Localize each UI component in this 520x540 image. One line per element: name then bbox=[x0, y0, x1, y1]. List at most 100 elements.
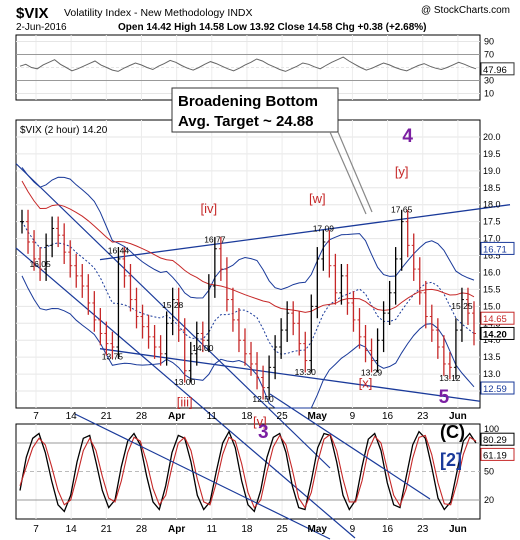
price-annotation: 12.50 bbox=[252, 394, 274, 404]
x-axis-label-upper: 18 bbox=[241, 411, 253, 422]
x-axis-label-upper: 14 bbox=[66, 411, 78, 422]
x-axis-label-lower: 14 bbox=[66, 524, 78, 535]
wave-label: 5 bbox=[439, 387, 450, 408]
x-axis-label-lower: Jun bbox=[449, 524, 467, 535]
price-tick-label: 16.0 bbox=[483, 267, 501, 277]
stoch-last-badge bbox=[480, 447, 515, 461]
x-axis-label-upper: 9 bbox=[350, 411, 356, 422]
last-value-text: 14.20 bbox=[483, 329, 507, 340]
price-annotation: 16.77 bbox=[204, 234, 226, 244]
x-axis-label-lower: 11 bbox=[207, 524, 218, 535]
stoch-last-value: 80.29 bbox=[483, 435, 507, 446]
price-tick-label: 14.0 bbox=[483, 335, 501, 345]
stoch-k-line bbox=[19, 430, 477, 513]
rsi-tick-label: 90 bbox=[484, 37, 494, 47]
price-panel bbox=[15, 119, 481, 409]
x-axis-label-lower: 7 bbox=[33, 524, 39, 535]
last-value-badge bbox=[480, 311, 515, 325]
x-axis-label-upper: 25 bbox=[277, 411, 289, 422]
wave-label: 4 bbox=[402, 126, 413, 147]
wave-label: [x] bbox=[359, 376, 373, 391]
x-axis-label-upper: Apr bbox=[168, 411, 185, 422]
price-annotation: 15.28 bbox=[162, 300, 184, 310]
rsi-tick-label: 10 bbox=[484, 89, 494, 99]
wave-label: [w] bbox=[309, 191, 326, 206]
price-annotation: 17.65 bbox=[391, 205, 413, 215]
callout-line-1: Broadening Bottom bbox=[178, 93, 318, 110]
chart-name: Volatility Index - New Methodology INDX bbox=[64, 7, 253, 19]
price-tick-label: 15.5 bbox=[483, 284, 501, 294]
price-tick-label: 17.0 bbox=[483, 234, 501, 244]
price-annotation: 13.00 bbox=[174, 377, 196, 387]
wave-label-v: [v] bbox=[253, 414, 267, 429]
quote-line: Open 14.42 High 14.58 Low 13.92 Close 14… bbox=[118, 22, 426, 33]
price-tick-label: 13.5 bbox=[483, 352, 501, 362]
stoch-right-tick: 50 bbox=[484, 467, 494, 477]
price-annotation: 13.30 bbox=[295, 367, 317, 377]
price-tick-label: 16.5 bbox=[483, 251, 501, 261]
wave-label: [iv] bbox=[201, 201, 218, 216]
stoch-last-value: 61.19 bbox=[483, 450, 507, 461]
callout-box bbox=[171, 87, 339, 133]
bollinger-lower bbox=[21, 275, 475, 409]
last-value-text: 14.65 bbox=[483, 314, 507, 325]
stoch-trendline-a bbox=[74, 413, 331, 540]
x-axis-label-upper: May bbox=[308, 411, 328, 422]
price-tick-label: 15.0 bbox=[483, 301, 501, 311]
x-axis-label-upper: 23 bbox=[417, 411, 429, 422]
broadening-bottom-line bbox=[99, 348, 481, 402]
x-axis-label-lower: 9 bbox=[350, 524, 356, 535]
wave-label: [iii] bbox=[177, 394, 193, 409]
price-annotation: 16.44 bbox=[108, 246, 130, 256]
x-axis-label-lower: 28 bbox=[136, 524, 148, 535]
price-annotation: 16.05 bbox=[29, 259, 51, 269]
rsi-line bbox=[19, 56, 477, 72]
bollinger-upper bbox=[21, 167, 475, 299]
x-axis-label-upper: 11 bbox=[207, 411, 218, 422]
x-axis-label-lower: May bbox=[308, 524, 328, 535]
x-axis-label-lower: 18 bbox=[241, 524, 253, 535]
x-axis-label-upper: 21 bbox=[101, 411, 113, 422]
last-value-text: 12.59 bbox=[483, 384, 507, 395]
stoch-last-badge bbox=[480, 432, 515, 446]
x-axis-label-lower: 25 bbox=[277, 524, 289, 535]
price-tick-label: 18.5 bbox=[483, 183, 501, 193]
watermark: @ StockCharts.com bbox=[421, 5, 510, 16]
stoch-tick-label: 20 bbox=[484, 495, 494, 505]
rsi-last-value: 47.96 bbox=[483, 65, 507, 76]
moving-average-short bbox=[21, 221, 475, 355]
rsi-tick-label: 70 bbox=[484, 50, 494, 60]
wave-label-C: (C) bbox=[440, 422, 465, 442]
price-tick-label: 18.0 bbox=[483, 200, 501, 210]
callout-line-2: Avg. Target ~ 24.88 bbox=[178, 113, 313, 130]
wave-label: [y] bbox=[395, 164, 409, 179]
x-axis-label-lower: 16 bbox=[382, 524, 394, 535]
x-axis-label-upper: Jun bbox=[449, 411, 467, 422]
last-value-badge bbox=[480, 241, 515, 255]
price-annotation: 17.09 bbox=[313, 224, 335, 234]
x-axis-label-upper: 7 bbox=[33, 411, 39, 422]
rsi-last-badge bbox=[480, 62, 515, 76]
price-tick-label: 17.5 bbox=[483, 217, 501, 227]
price-tick-label: 19.0 bbox=[483, 166, 501, 176]
last-value-badge bbox=[480, 326, 515, 340]
x-axis-label-lower: Apr bbox=[168, 524, 185, 535]
moving-average-long bbox=[21, 180, 475, 313]
chart-date: 2-Jun-2016 bbox=[16, 22, 67, 33]
stoch-right-tick: 100 bbox=[484, 424, 499, 434]
last-value-text: 16.71 bbox=[483, 244, 507, 255]
x-axis-label-lower: 21 bbox=[101, 524, 113, 535]
price-annotation: 13.29 bbox=[361, 367, 383, 377]
x-axis-label-upper: 28 bbox=[136, 411, 148, 422]
broadening-top-line bbox=[99, 204, 511, 261]
stoch-trendline-b bbox=[269, 393, 431, 500]
trendline-lower-channel bbox=[15, 247, 356, 539]
x-axis-label-lower: 23 bbox=[417, 524, 429, 535]
price-annotation: 13.75 bbox=[102, 352, 124, 362]
price-annotation: 13.12 bbox=[439, 373, 461, 383]
callout-pointer bbox=[329, 131, 367, 215]
wave-label-2: [2] bbox=[440, 450, 462, 470]
x-axis-label-upper: 16 bbox=[382, 411, 394, 422]
price-tick-label: 20.0 bbox=[483, 132, 501, 142]
